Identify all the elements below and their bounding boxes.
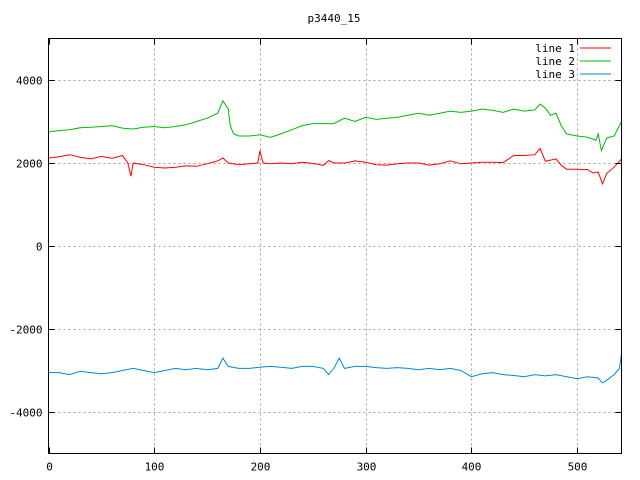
series-line-1 xyxy=(48,147,622,186)
series-line-2 xyxy=(48,99,622,153)
tick-layer: 0 100 200 300 400 500 -4000 -2000 0 2000 4000 xyxy=(9,38,622,474)
series-layer xyxy=(48,99,622,384)
x-tick-label: 500 xyxy=(568,461,588,474)
x-tick-label: 0 xyxy=(46,461,53,474)
x-tick-label: 200 xyxy=(251,461,271,474)
y-tick-label: -2000 xyxy=(9,324,42,337)
grid-layer xyxy=(48,38,622,454)
y-tick-label: -4000 xyxy=(9,407,42,420)
x-tick-label: 300 xyxy=(357,461,377,474)
legend-label-3: line 3 xyxy=(535,68,575,81)
y-tick-label: 4000 xyxy=(16,75,43,88)
y-tick-label: 2000 xyxy=(16,158,43,171)
legend-label-2: line 2 xyxy=(535,55,575,68)
x-tick-label: 100 xyxy=(145,461,165,474)
chart-title: p3440_15 xyxy=(308,12,361,25)
y-tick-label: 0 xyxy=(36,241,43,254)
series-line-3 xyxy=(48,353,622,384)
legend-label-1: line 1 xyxy=(535,42,575,55)
x-tick-label: 400 xyxy=(462,461,482,474)
